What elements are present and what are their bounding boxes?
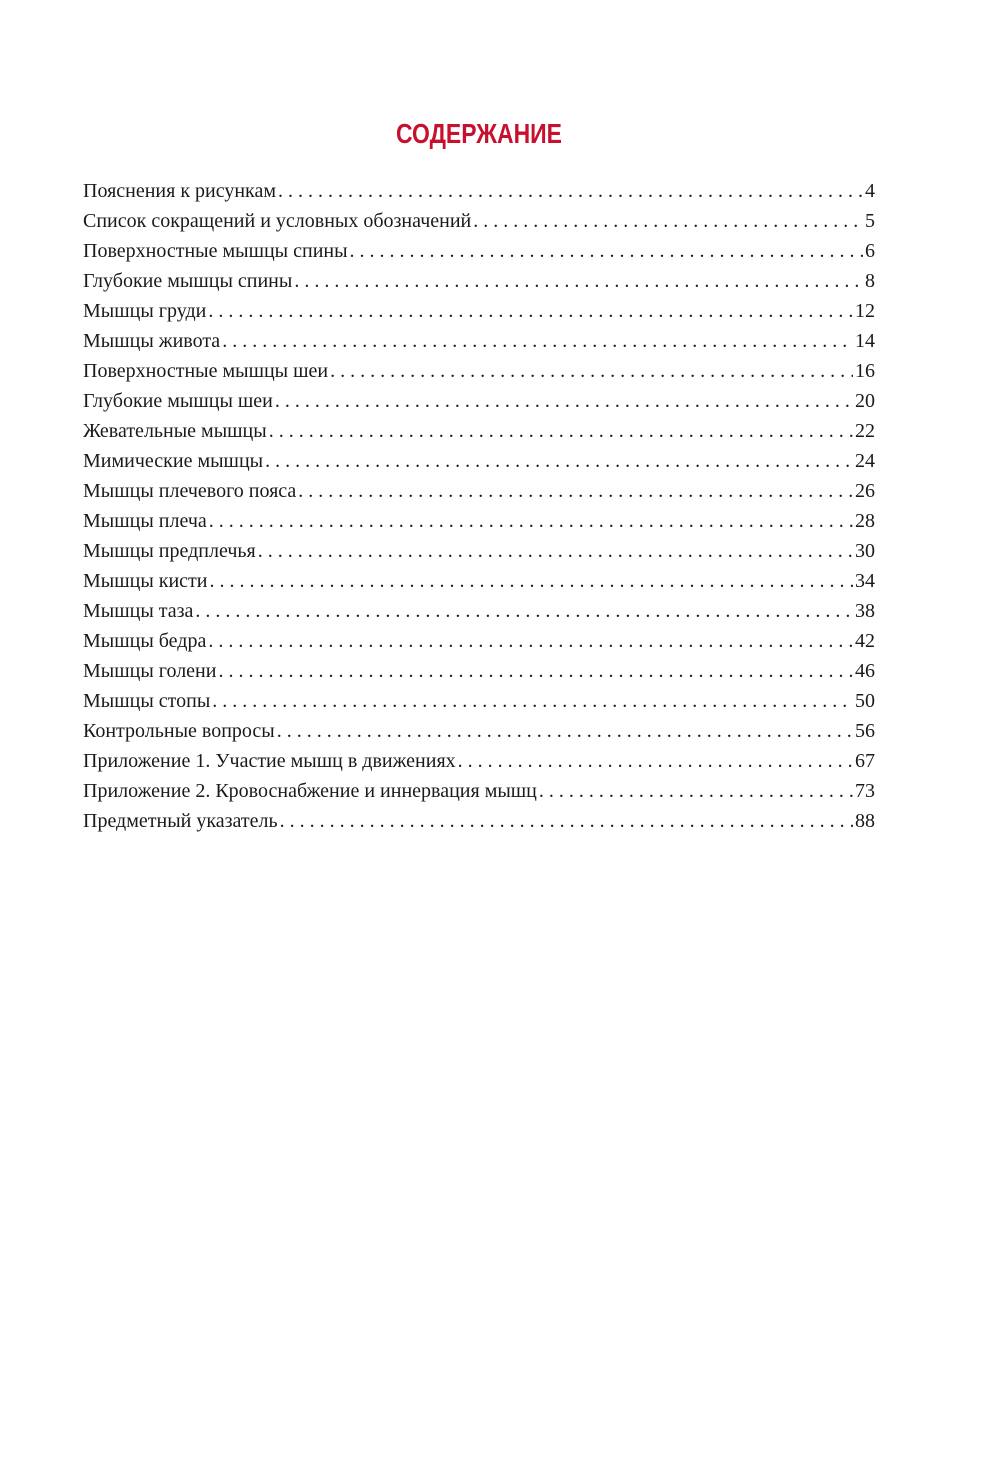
toc-entry-label: Глубокие мышцы спины	[83, 270, 293, 292]
dot-leader	[278, 180, 863, 203]
toc-entry-page: 73	[855, 780, 875, 802]
toc-entry-page: 34	[855, 570, 875, 592]
toc-entry-page: 24	[855, 450, 875, 472]
toc-entry[interactable]: Глубокие мышцы спины 8	[83, 270, 875, 300]
toc-entry[interactable]: Пояснения к рисункам 4	[83, 180, 875, 210]
dot-leader	[218, 660, 853, 683]
toc-entry-page: 38	[855, 600, 875, 622]
toc-entry-label: Приложение 1. Участие мышц в движениях	[83, 750, 456, 772]
dot-leader	[195, 600, 853, 623]
toc-entry[interactable]: Жевательные мышцы 22	[83, 420, 875, 450]
toc-entry[interactable]: Мышцы бедра 42	[83, 630, 875, 660]
toc-entry[interactable]: Мышцы стопы 50	[83, 690, 875, 720]
toc-entry[interactable]: Мышцы плеча 28	[83, 510, 875, 540]
dot-leader	[350, 240, 863, 263]
toc-entry[interactable]: Мышцы голени 46	[83, 660, 875, 690]
toc-entry-label: Мышцы живота	[83, 330, 221, 352]
toc-entry-label: Мышцы плечевого пояса	[83, 480, 297, 502]
dot-leader	[298, 480, 853, 503]
page-title: СОДЕРЖАНИЕ	[396, 118, 562, 149]
toc-entry-page: 50	[855, 690, 875, 712]
dot-leader	[473, 210, 863, 233]
toc-entry-page: 26	[855, 480, 875, 502]
toc-entry-label: Поверхностные мышцы шеи	[83, 360, 329, 382]
toc-entry-page: 16	[855, 360, 875, 382]
toc-entry[interactable]: Контрольные вопросы 56	[83, 720, 875, 750]
toc-entry-page: 88	[855, 810, 875, 832]
toc-entry-label: Поверхностные мышцы спины	[83, 240, 348, 262]
dot-leader	[208, 300, 853, 323]
dot-leader	[294, 270, 863, 293]
dot-leader	[212, 690, 853, 713]
toc-entry-page: 28	[855, 510, 875, 532]
toc-entry-label: Приложение 2. Кровоснабжение и иннерваци…	[83, 780, 537, 802]
toc-entry[interactable]: Поверхностные мышцы шеи 16	[83, 360, 875, 390]
dot-leader	[277, 720, 853, 743]
dot-leader	[330, 360, 853, 383]
toc-entry-label: Мышцы бедра	[83, 630, 207, 652]
toc-entry-page: 20	[855, 390, 875, 412]
toc-entry-label: Мышцы груди	[83, 300, 207, 322]
toc-entry-label: Мышцы предплечья	[83, 540, 256, 562]
toc-entry[interactable]: Предметный указатель 88	[83, 810, 875, 840]
toc-entry-page: 42	[855, 630, 875, 652]
toc-entry-label: Мимические мышцы	[83, 450, 264, 472]
toc-entry[interactable]: Глубокие мышцы шеи 20	[83, 390, 875, 420]
dot-leader	[258, 540, 853, 563]
toc-entry-label: Мышцы стопы	[83, 690, 211, 712]
toc-entry[interactable]: Мышцы кисти 34	[83, 570, 875, 600]
toc-entry-page: 46	[855, 660, 875, 682]
toc-entry-page: 12	[855, 300, 875, 322]
toc-entry[interactable]: Мимические мышцы 24	[83, 450, 875, 480]
toc-entry[interactable]: Мышцы плечевого пояса 26	[83, 480, 875, 510]
toc-entry-label: Жевательные мышцы	[83, 420, 267, 442]
dot-leader	[265, 450, 853, 473]
toc-entry-page: 8	[865, 270, 875, 292]
toc-entry-page: 30	[855, 540, 875, 562]
dot-leader	[458, 750, 853, 773]
toc-entry-label: Мышцы кисти	[83, 570, 208, 592]
toc-entry-page: 56	[855, 720, 875, 742]
toc-entry-page: 6	[865, 240, 875, 262]
toc-entry-label: Контрольные вопросы	[83, 720, 275, 742]
toc-entry[interactable]: Мышцы таза 38	[83, 600, 875, 630]
toc-entry[interactable]: Приложение 2. Кровоснабжение и иннерваци…	[83, 780, 875, 810]
toc-entry-label: Список сокращений и условных обозначений	[83, 210, 472, 232]
toc-entry[interactable]: Приложение 1. Участие мышц в движениях 67	[83, 750, 875, 780]
dot-leader	[208, 630, 853, 653]
dot-leader	[222, 330, 853, 353]
toc-entry-label: Предметный указатель	[83, 810, 278, 832]
dot-leader	[210, 570, 853, 593]
toc-entry[interactable]: Мышцы живота 14	[83, 330, 875, 360]
toc-entry[interactable]: Список сокращений и условных обозначений…	[83, 210, 875, 240]
toc-entry[interactable]: Поверхностные мышцы спины 6	[83, 240, 875, 270]
dot-leader	[275, 390, 853, 413]
toc-entry-page: 4	[865, 180, 875, 202]
toc-entry[interactable]: Мышцы предплечья 30	[83, 540, 875, 570]
toc-entry-label: Мышцы плеча	[83, 510, 207, 532]
toc-entry-label: Глубокие мышцы шеи	[83, 390, 273, 412]
toc-entry-page: 67	[855, 750, 875, 772]
toc-entry-page: 22	[855, 420, 875, 442]
toc-entry[interactable]: Мышцы груди 12	[83, 300, 875, 330]
dot-leader	[280, 810, 853, 833]
toc-entry-label: Пояснения к рисункам	[83, 180, 277, 202]
toc-entry-page: 14	[855, 330, 875, 352]
dot-leader	[539, 780, 853, 803]
toc-entry-page: 5	[865, 210, 875, 232]
dot-leader	[269, 420, 853, 443]
table-of-contents: Пояснения к рисункам 4 Список сокращений и…	[83, 180, 875, 840]
toc-entry-label: Мышцы голени	[83, 660, 217, 682]
toc-entry-label: Мышцы таза	[83, 600, 194, 622]
dot-leader	[209, 510, 853, 533]
